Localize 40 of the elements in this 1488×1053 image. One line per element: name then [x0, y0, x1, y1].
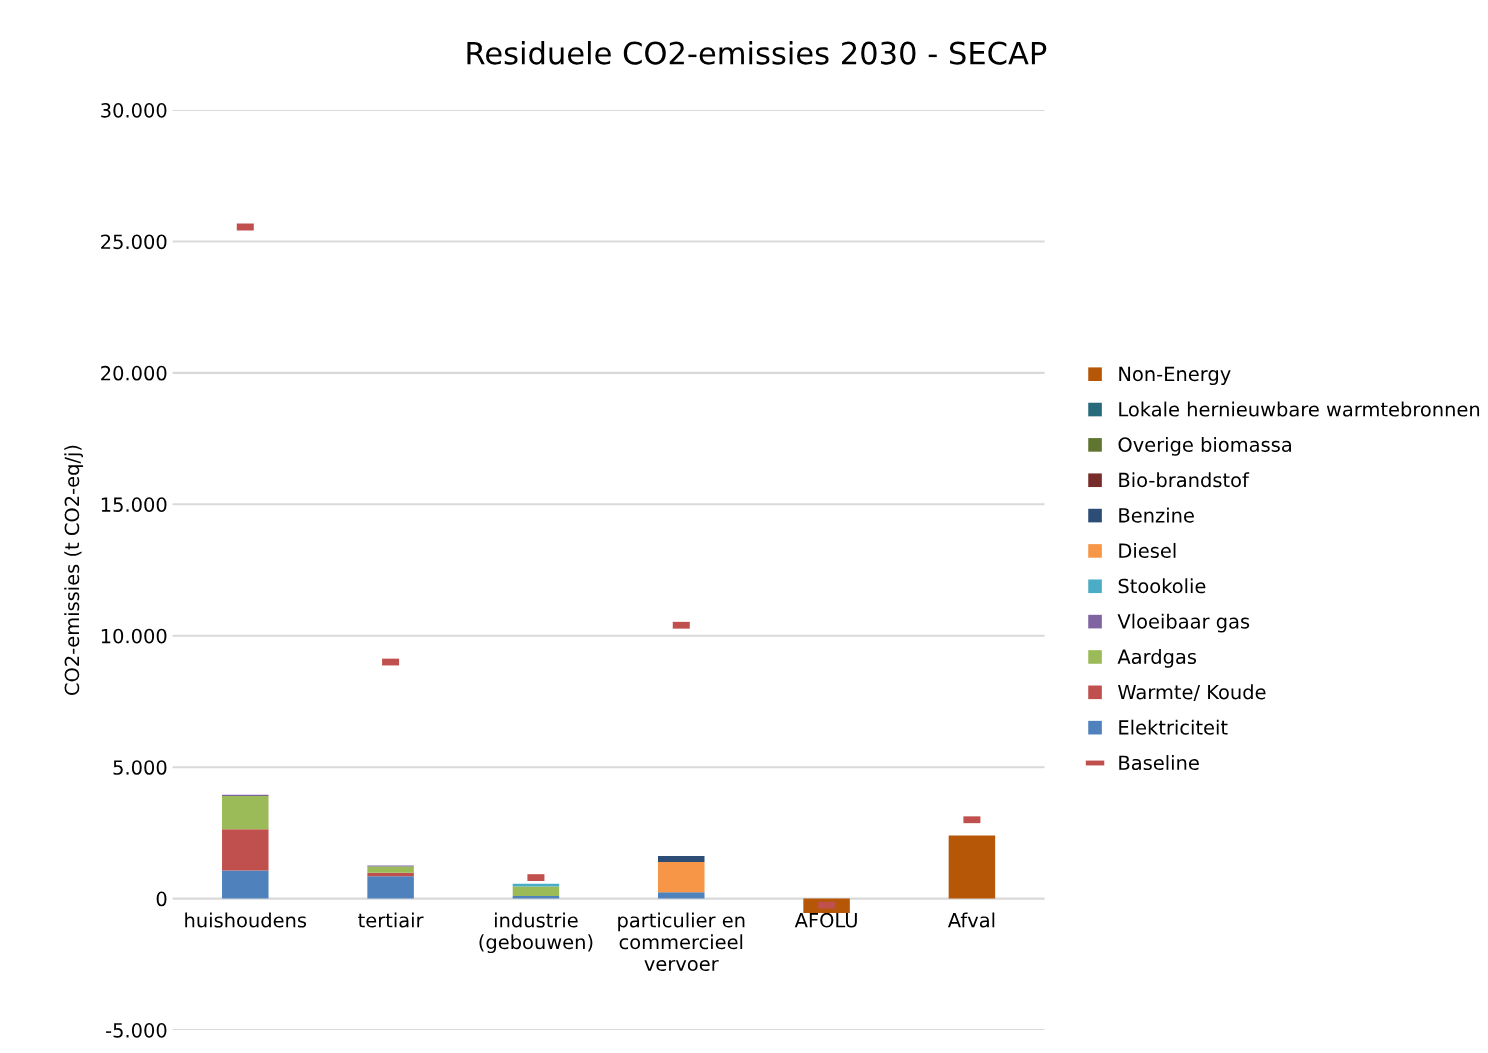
legend-label: Vloeibaar gas: [1117, 613, 1250, 633]
bar: [512, 895, 560, 899]
y-tick-label: 15.000: [101, 497, 167, 512]
bar: [222, 796, 269, 830]
legend-label: Aardgas: [1117, 649, 1197, 668]
legend-label: Benzine: [1119, 507, 1194, 523]
x-tick-label: Afval: [947, 912, 995, 928]
x-tick-label: tertiair: [358, 912, 424, 928]
legend-label: Stookolie: [1118, 578, 1206, 594]
bar: [367, 866, 414, 873]
y-tick-label: 10.000: [101, 628, 167, 644]
y-tick-label: 5.000: [113, 760, 167, 775]
bar: [367, 876, 414, 899]
chart-title: Residuele CO2-emissies 2030 - SECAP: [467, 41, 1047, 65]
y-tick-label: 30.000: [101, 102, 167, 118]
legend-label: Bio-brandstof: [1119, 472, 1250, 488]
bar: [658, 892, 705, 899]
bar: [658, 862, 705, 893]
y-axis-title: CO2-emissies (t CO2-eq/j): [64, 445, 84, 695]
y-tick-label: -5.000: [106, 1023, 167, 1038]
bar: [948, 835, 996, 899]
legend-label: Overige biomassa: [1118, 436, 1291, 456]
x-tick-label: huishoudens: [185, 912, 307, 928]
legend-label: Baseline: [1119, 755, 1199, 771]
legend-label: Diesel: [1119, 542, 1176, 559]
legend-label: Lokale hernieuwbare warmtebronnen: [1119, 401, 1480, 417]
bar: [222, 829, 269, 871]
legend-label: Warmte/ Koude: [1118, 684, 1266, 701]
y-tick-label: 0: [156, 891, 167, 907]
legend-label: Elektriciteit: [1119, 719, 1228, 735]
y-tick-label: 20.000: [101, 365, 167, 381]
bar: [512, 883, 560, 887]
legend-label: Non-Energy: [1119, 366, 1231, 386]
bar: [658, 856, 705, 863]
x-tick-label: AFOLU: [794, 912, 857, 928]
bar: [222, 870, 269, 899]
y-tick-label: 25.000: [101, 234, 167, 250]
x-tick-label: particulier en commercieel vervoer: [618, 912, 745, 972]
x-tick-label: industrie (gebouwen): [479, 912, 593, 954]
bar: [512, 886, 560, 896]
